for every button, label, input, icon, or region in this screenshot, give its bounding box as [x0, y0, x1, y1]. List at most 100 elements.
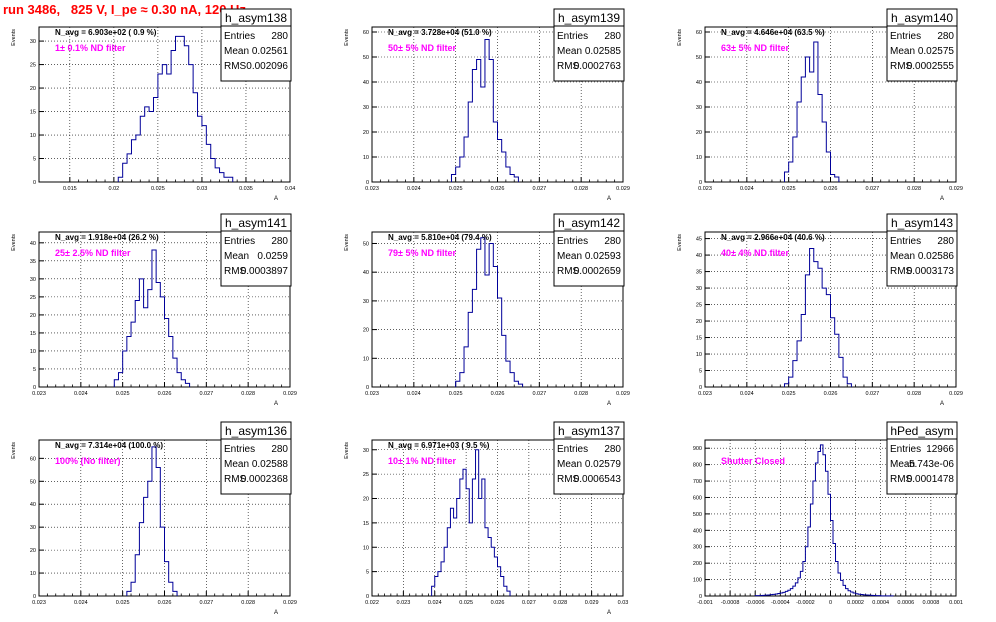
- stats-box: [220, 8, 292, 82]
- x-tick-label: 0.023: [32, 391, 46, 397]
- y-tick-label: 15: [363, 521, 369, 527]
- x-tick-label: 0.023: [365, 391, 379, 397]
- x-axis-title: A: [274, 196, 278, 202]
- x-tick-label: 0.025: [116, 391, 130, 397]
- x-tick-label: 0.026: [491, 391, 505, 397]
- x-tick-label: 0.029: [616, 391, 630, 397]
- stats-entries-value: 280: [604, 31, 621, 42]
- stats-mean-label: Mean: [890, 46, 915, 57]
- stats-box: [220, 213, 292, 287]
- stats-mean-label: Mean: [890, 459, 915, 470]
- stats-rms-label: RMS: [224, 474, 247, 485]
- y-tick-label: 0: [33, 594, 36, 600]
- stats-mean-label: Mean: [224, 251, 249, 262]
- histogram-line: [783, 41, 840, 182]
- stats-rms-label: RMS: [557, 266, 580, 277]
- x-axis-title: A: [607, 401, 611, 407]
- n-avg-annotation: N_avg = 1.918e+04 (26.2 %): [55, 233, 159, 242]
- x-tick-label: 0.025: [449, 391, 463, 397]
- stats-rms-value: 0.0003897: [241, 266, 289, 277]
- y-axis-title: Events: [344, 442, 350, 459]
- y-tick-label: 10: [696, 352, 702, 358]
- x-tick-label: 0.028: [907, 186, 921, 192]
- histogram-name: h_asym136: [225, 424, 287, 438]
- stats-mean-value: 0.02588: [252, 459, 289, 470]
- y-tick-label: 30: [696, 105, 702, 111]
- x-tick-label: -0.0008: [721, 600, 740, 606]
- y-tick-label: 20: [696, 319, 702, 325]
- stats-mean-label: Mean: [557, 459, 582, 470]
- filter-label: 25± 2.5% ND filter: [55, 248, 131, 258]
- stats-box: [220, 421, 292, 495]
- plot-frame: [38, 26, 291, 183]
- x-tick-label: 0.027: [199, 391, 213, 397]
- x-tick-label: 0.028: [907, 391, 921, 397]
- filter-label: 1± 0.1% ND filter: [55, 43, 126, 53]
- histogram-panel-h_asym137: 0.022 0.023 0.024 0.025 0.026 0.027 0.028 0.029…: [344, 421, 629, 616]
- stats-mean-label: Mean: [224, 46, 249, 57]
- n-avg-annotation: N_avg = 2.966e+04 (40.6 %): [721, 233, 825, 242]
- stats-entries-label: Entries: [557, 31, 588, 42]
- x-tick-label: 0.035: [239, 186, 253, 192]
- histogram-panel-h_asym138: 0.015 0.02 0.025 0.03 0.035 0.04 0 5 10 15 20 25 30 E…: [11, 8, 295, 202]
- y-tick-label: 50: [696, 55, 702, 61]
- y-tick-label: 25: [363, 472, 369, 478]
- x-axis-title: A: [940, 196, 944, 202]
- y-tick-label: 25: [30, 63, 36, 69]
- histogram-name: h_asym141: [225, 216, 287, 230]
- y-tick-label: 20: [363, 130, 369, 136]
- y-tick-label: 50: [363, 241, 369, 247]
- x-axis-title: A: [274, 610, 278, 616]
- x-tick-label: 0.024: [407, 186, 421, 192]
- histogram-line: [431, 449, 511, 596]
- y-tick-label: 10: [363, 356, 369, 362]
- y-tick-label: 50: [30, 479, 36, 485]
- x-tick-label: 0.026: [824, 391, 838, 397]
- x-tick-label: 0: [829, 600, 832, 606]
- histogram-panel-h_asym139: 0.023 0.024 0.025 0.026 0.027 0.028 0.029 0 10 20…: [344, 8, 630, 202]
- x-tick-label: 0.026: [491, 186, 505, 192]
- histogram-line: [117, 35, 234, 182]
- x-tick-label: 0.025: [449, 186, 463, 192]
- y-tick-label: 20: [363, 497, 369, 503]
- x-tick-label: 0.0006: [897, 600, 914, 606]
- x-tick-label: 0.027: [532, 391, 546, 397]
- x-axis-title: A: [607, 196, 611, 202]
- x-tick-label: -0.0002: [796, 600, 815, 606]
- y-tick-label: 40: [30, 241, 36, 247]
- stats-entries-label: Entries: [224, 31, 255, 42]
- y-tick-label: 20: [30, 548, 36, 554]
- y-tick-label: 60: [30, 456, 36, 462]
- x-tick-label: 0.001: [949, 600, 963, 606]
- stats-rms-label: RMS: [557, 474, 580, 485]
- x-tick-label: 0.023: [32, 600, 46, 606]
- stats-mean-label: Mean: [557, 251, 582, 262]
- y-tick-label: 25: [696, 303, 702, 309]
- stats-entries-label: Entries: [890, 31, 921, 42]
- y-tick-label: 15: [30, 331, 36, 337]
- stats-entries-label: Entries: [890, 444, 921, 455]
- x-tick-label: 0.015: [63, 186, 77, 192]
- n-avg-annotation: N_avg = 3.728e+04 (51.0 %): [388, 28, 492, 37]
- x-tick-label: 0.024: [740, 391, 754, 397]
- y-tick-label: 30: [30, 525, 36, 531]
- y-tick-label: 40: [363, 270, 369, 276]
- y-axis-title: Events: [677, 234, 683, 251]
- stats-rms-value: 0.0002763: [574, 61, 622, 72]
- histogram-name: h_asym140: [891, 11, 953, 25]
- x-tick-label: 0.029: [616, 186, 630, 192]
- y-tick-label: 0: [699, 180, 702, 186]
- y-tick-label: 400: [693, 528, 702, 534]
- y-tick-label: 5: [33, 157, 36, 163]
- x-tick-label: 0.028: [574, 186, 588, 192]
- stats-box: [553, 213, 625, 287]
- filter-label: 79± 5% ND filter: [388, 248, 456, 258]
- y-tick-label: 300: [693, 545, 702, 551]
- x-tick-label: 0.03: [618, 600, 629, 606]
- histogram-name: h_asym142: [558, 216, 620, 230]
- stats-entries-label: Entries: [557, 444, 588, 455]
- stats-rms-value: 0.0002368: [241, 474, 289, 485]
- y-tick-label: 60: [696, 30, 702, 36]
- stats-rms-value: 0.0003173: [907, 266, 955, 277]
- stats-entries-value: 280: [604, 444, 621, 455]
